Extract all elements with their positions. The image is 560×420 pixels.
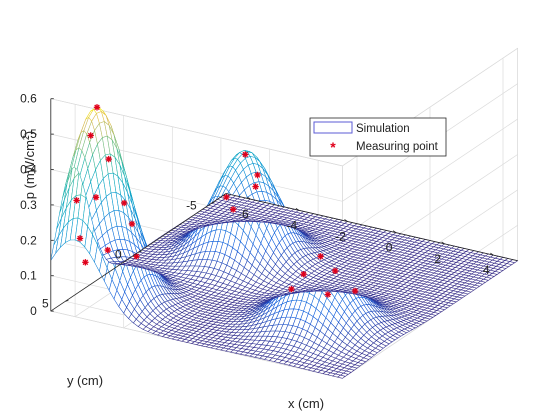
measuring-point-stroke xyxy=(121,200,127,206)
measuring-point-stroke xyxy=(254,172,261,178)
measuring-point-stroke xyxy=(82,259,89,266)
measuring-point-stroke xyxy=(93,194,99,201)
x-tick-label: 4 xyxy=(483,263,490,277)
measuring-point-stroke xyxy=(252,183,259,190)
measuring-point-stroke xyxy=(104,247,111,253)
measuring-point xyxy=(92,194,100,201)
measuring-point-stroke xyxy=(129,221,135,227)
y-axis-label: y (cm) xyxy=(67,373,103,388)
measuring-point-stroke xyxy=(94,104,100,111)
z-tick-label: 0.6 xyxy=(20,92,37,106)
z-tick-label: 0.2 xyxy=(20,233,37,247)
y-tick xyxy=(65,299,69,302)
measuring-point xyxy=(105,155,112,163)
measuring-point-stroke xyxy=(230,206,236,213)
measuring-point xyxy=(82,259,89,266)
y-tick xyxy=(211,201,215,204)
x-tick-label: 2 xyxy=(434,252,441,266)
z-tick-label: 0 xyxy=(30,304,37,318)
measuring-point-stroke xyxy=(105,156,112,162)
surface-mesh xyxy=(50,106,519,379)
measuring-point xyxy=(351,287,359,295)
measuring-points xyxy=(73,104,359,298)
measuring-point-stroke xyxy=(242,151,249,158)
x-tick xyxy=(441,241,445,245)
x-tick-label: -2 xyxy=(335,230,346,244)
measuring-point-stroke xyxy=(317,253,324,260)
z-tick-label: 0.1 xyxy=(20,269,37,283)
z-tick-label: 0.3 xyxy=(20,198,37,212)
x-axis-label: x (cm) xyxy=(288,396,324,411)
x-tick xyxy=(490,252,494,256)
measuring-point xyxy=(317,253,324,260)
measuring-point xyxy=(93,104,101,111)
measuring-point-stroke xyxy=(332,268,338,274)
measuring-point-stroke xyxy=(300,271,307,277)
measuring-point-stroke xyxy=(325,291,331,298)
y-tick-label: 0 xyxy=(115,247,122,261)
legend-label-measuring: Measuring point xyxy=(356,141,439,153)
z-tick-label: 0.4 xyxy=(20,163,37,177)
measuring-point-stroke xyxy=(223,194,230,200)
legend: Simulation * Measuring point xyxy=(309,117,447,157)
measuring-point xyxy=(254,171,261,179)
x-tick xyxy=(344,219,348,222)
measuring-point xyxy=(104,246,111,254)
x-tick xyxy=(392,230,397,234)
measuring-point xyxy=(300,271,307,278)
measuring-point xyxy=(76,235,84,242)
measuring-point xyxy=(73,197,80,204)
legend-marker-measuring: * xyxy=(330,139,336,155)
measuring-point xyxy=(128,220,136,228)
measuring-point xyxy=(252,183,259,190)
measuring-point xyxy=(223,193,230,201)
measuring-point xyxy=(87,132,94,139)
z-axis-label: p (mW/cm2) xyxy=(21,131,37,200)
y-tick xyxy=(138,250,142,253)
x-tick-label: -6 xyxy=(238,207,249,221)
measuring-point-stroke xyxy=(73,197,80,204)
legend-label-simulation: Simulation xyxy=(356,123,410,135)
measuring-point xyxy=(229,206,237,213)
x-tick-label: 0 xyxy=(386,241,393,255)
measuring-point xyxy=(332,267,339,275)
measuring-point xyxy=(288,285,295,293)
measuring-point xyxy=(242,151,249,158)
x-tick-label: -4 xyxy=(287,218,298,232)
legend-swatch-simulation xyxy=(313,121,353,134)
x-tick xyxy=(247,196,251,200)
measuring-point-stroke xyxy=(352,288,358,294)
x-axis-line xyxy=(225,193,518,262)
measuring-point-stroke xyxy=(87,132,94,139)
y-tick-label: -5 xyxy=(186,198,197,212)
measuring-point xyxy=(120,199,128,207)
z-tick-label: 0.5 xyxy=(20,127,37,141)
x-tick xyxy=(295,207,300,211)
measuring-point-stroke xyxy=(133,253,140,260)
measuring-point-stroke xyxy=(77,235,83,242)
measuring-point xyxy=(324,291,332,298)
y-tick-label: 5 xyxy=(42,296,49,310)
measuring-point-stroke xyxy=(288,286,295,292)
